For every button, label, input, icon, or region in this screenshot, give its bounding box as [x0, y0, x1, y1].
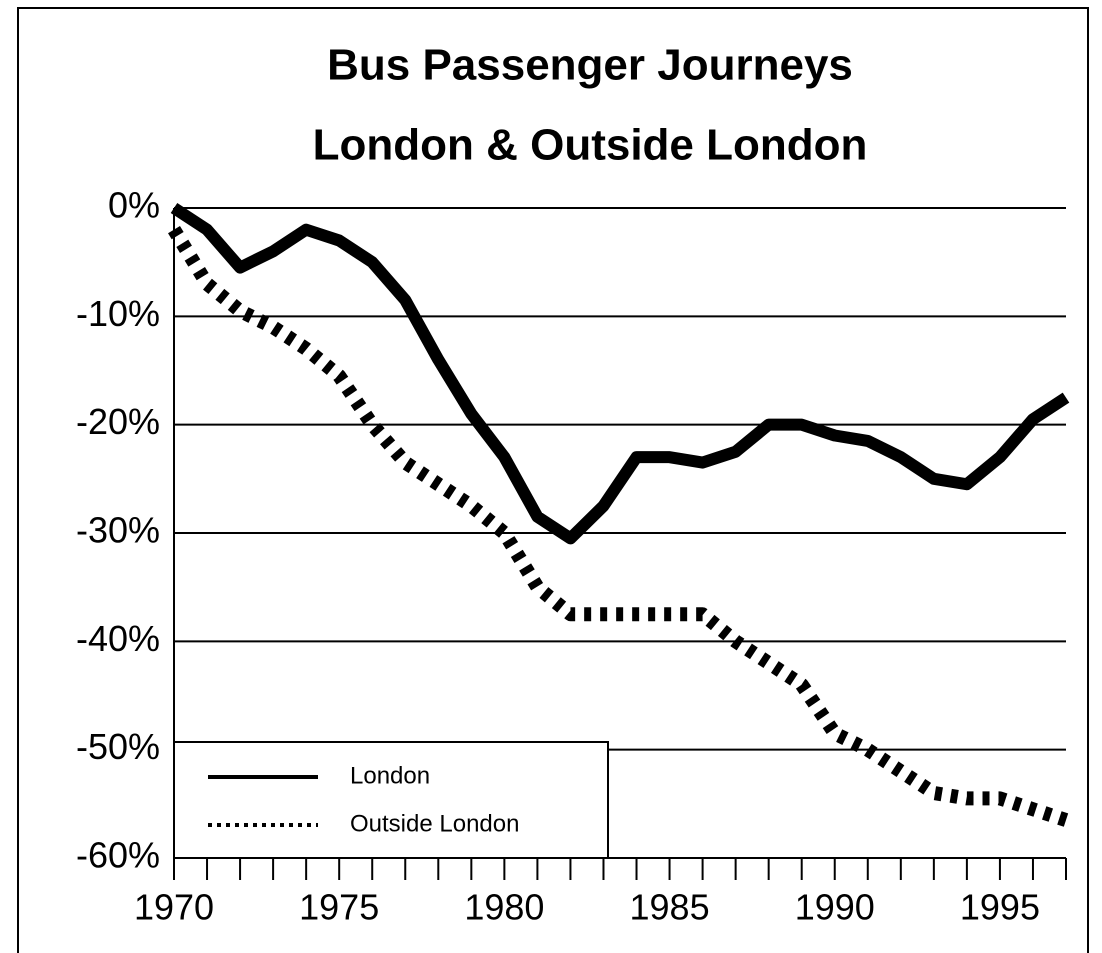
x-tick-label: 1985: [630, 887, 710, 928]
legend-box: [173, 741, 609, 859]
y-tick-label: -60%: [76, 835, 160, 876]
legend-label: Outside London: [350, 810, 519, 837]
y-tick-label: -30%: [76, 510, 160, 551]
y-tick-label: 0%: [108, 185, 160, 226]
y-tick-label: -50%: [76, 726, 160, 767]
line-series: [170, 202, 1070, 545]
x-tick-label: 1990: [795, 887, 875, 928]
line-series: [168, 226, 1069, 827]
y-tick-label: -20%: [76, 401, 160, 442]
y-tick-label: -10%: [76, 293, 160, 334]
chart-title: London & Outside London: [313, 121, 868, 170]
legend-label: London: [350, 762, 430, 789]
x-tick-label: 1975: [299, 887, 379, 928]
y-tick-label: -40%: [76, 618, 160, 659]
x-tick-label: 1970: [134, 887, 214, 928]
chart-title: Bus Passenger Journeys: [327, 41, 853, 90]
x-tick-label: 1980: [464, 887, 544, 928]
frame: [17, 7, 1089, 953]
x-tick-label: 1995: [960, 887, 1040, 928]
